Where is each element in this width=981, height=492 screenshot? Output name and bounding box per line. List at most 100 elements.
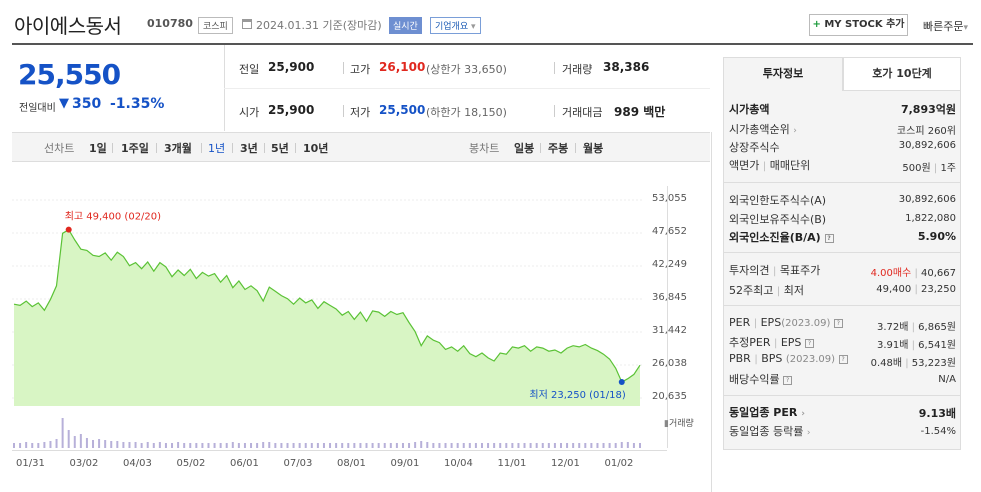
volume-bar bbox=[614, 443, 617, 448]
x-tick-label: 01/31 bbox=[16, 458, 45, 469]
volume-bar bbox=[462, 443, 465, 448]
industry-per-link[interactable]: 동일업종 PER › bbox=[729, 404, 805, 420]
volume-bar bbox=[134, 442, 137, 448]
y-tick-label: 42,249 bbox=[652, 259, 687, 270]
volume-bar bbox=[347, 443, 350, 448]
chevron-down-icon: ▾ bbox=[963, 23, 969, 33]
chevron-down-icon: ▾ bbox=[471, 22, 476, 32]
period-3y[interactable]: 3년 bbox=[240, 142, 258, 155]
volume-bar bbox=[268, 442, 271, 448]
volume-bar bbox=[43, 442, 46, 448]
realtime-badge[interactable]: 실시간 bbox=[389, 17, 422, 34]
x-tick-label: 09/01 bbox=[390, 458, 420, 469]
industry-per-value: 9.13배 bbox=[918, 407, 956, 420]
volume-bar bbox=[426, 442, 429, 448]
candle-chart-label: 봉차트 bbox=[469, 142, 500, 155]
help-icon[interactable]: ? bbox=[804, 338, 814, 348]
volume-bar bbox=[207, 443, 210, 448]
volume-bar bbox=[262, 442, 265, 448]
high-marker bbox=[65, 226, 72, 233]
volume-bar bbox=[414, 442, 417, 448]
foreign-ratio-label: 외국인소진율(B/A) bbox=[729, 231, 821, 244]
company-overview-button[interactable]: 기업개요 ▾ bbox=[430, 17, 481, 34]
volume-bar bbox=[377, 443, 380, 448]
change-value: 350 bbox=[72, 96, 102, 112]
industry-rate-link[interactable]: 동일업종 등락률 › bbox=[729, 423, 810, 439]
chevron-right-icon: › bbox=[793, 126, 797, 136]
volume-bar bbox=[231, 442, 234, 448]
separator bbox=[264, 143, 265, 153]
est-eps-label: EPS bbox=[780, 336, 802, 349]
volume-bar bbox=[389, 443, 392, 448]
x-tick-label: 10/04 bbox=[444, 458, 473, 469]
volume-bar bbox=[408, 443, 411, 448]
volume-bar bbox=[61, 418, 64, 448]
period-1w[interactable]: 1주일 bbox=[121, 142, 149, 155]
candle-monthly[interactable]: 월봉 bbox=[583, 142, 604, 155]
period-bar bbox=[12, 132, 710, 162]
separator: | bbox=[753, 318, 758, 329]
open-label: 시가 bbox=[239, 106, 260, 119]
volume-bar bbox=[523, 443, 526, 448]
volume-bar bbox=[256, 443, 259, 448]
volume-bar bbox=[620, 442, 623, 448]
x-tick-label: 01/02 bbox=[604, 458, 634, 469]
volume-bar bbox=[632, 443, 635, 448]
volume-bar bbox=[559, 443, 562, 448]
volume-bar bbox=[499, 443, 502, 448]
y-tick-label: 31,442 bbox=[652, 325, 687, 336]
per-value: 3.72배 bbox=[876, 322, 909, 333]
per-row: PER | EPS(2023.09) ? bbox=[729, 316, 843, 329]
volume-bar bbox=[395, 443, 398, 448]
volume-bar bbox=[341, 443, 344, 448]
help-icon[interactable]: ? bbox=[824, 233, 834, 243]
y-tick-label: 53,055 bbox=[652, 193, 687, 204]
quick-order-button[interactable]: 빠른주문▾ bbox=[923, 18, 968, 34]
volume-bar bbox=[177, 442, 180, 448]
par-values: 500원 | 1주 bbox=[902, 159, 956, 174]
industry-rate-value: -1.54% bbox=[920, 426, 956, 437]
listed-shares-value: 30,892,606 bbox=[898, 140, 956, 151]
quick-order-label: 빠른주문 bbox=[923, 20, 964, 33]
help-icon[interactable]: ? bbox=[838, 354, 848, 364]
period-3m[interactable]: 3개월 bbox=[164, 142, 192, 155]
volume-bar bbox=[73, 436, 76, 448]
volume-bar bbox=[213, 443, 216, 448]
candle-daily[interactable]: 일봉 bbox=[514, 142, 535, 155]
period-10y[interactable]: 10년 bbox=[303, 142, 329, 155]
high-label: 고가 bbox=[350, 63, 371, 76]
help-icon[interactable]: ? bbox=[783, 375, 793, 385]
help-icon[interactable]: ? bbox=[833, 318, 843, 328]
est-per-label: 추정PER bbox=[729, 336, 771, 349]
candle-weekly[interactable]: 주봉 bbox=[548, 142, 569, 155]
period-5y[interactable]: 5년 bbox=[271, 142, 289, 155]
market-cap-rank-link[interactable]: 시가총액순위 › bbox=[729, 121, 797, 137]
tab-order-book[interactable]: 호가 10단계 bbox=[843, 57, 961, 91]
down-triangle-icon: ▼ bbox=[59, 96, 69, 111]
my-stock-add-button[interactable]: + MY STOCK 추가 bbox=[809, 14, 908, 36]
volume-bar bbox=[67, 430, 70, 448]
separator bbox=[295, 143, 296, 153]
period-1d[interactable]: 1일 bbox=[89, 142, 107, 155]
volume-bar bbox=[85, 438, 88, 448]
industry-per-label: 동일업종 PER bbox=[729, 406, 798, 419]
y-tick-label: 20,635 bbox=[652, 391, 687, 402]
foreign-ratio-value: 5.90% bbox=[917, 230, 956, 243]
price-chart[interactable]: 최고 49,400 (02/20) 최저 23,250 (01/18) bbox=[12, 186, 667, 406]
week52-values: 49,400 | 23,250 bbox=[876, 284, 956, 295]
header-divider bbox=[12, 43, 973, 45]
volume-bar bbox=[310, 443, 313, 448]
volume-label: 거래량 bbox=[562, 63, 593, 76]
tab-invest-info[interactable]: 투자정보 bbox=[723, 57, 843, 91]
volume-bar bbox=[572, 443, 575, 448]
period-1y[interactable]: 1년 bbox=[208, 142, 226, 155]
est-per-row: 추정PER | EPS ? bbox=[729, 334, 814, 350]
target-price-label: 목표주가 bbox=[779, 264, 821, 277]
foreign-limit-value: 30,892,606 bbox=[898, 194, 956, 205]
separator: | bbox=[762, 161, 767, 172]
separator: | bbox=[914, 268, 918, 279]
separator: | bbox=[911, 322, 915, 333]
plus-icon: + bbox=[812, 19, 821, 30]
volume-chart bbox=[13, 418, 641, 448]
low-marker bbox=[618, 379, 625, 386]
